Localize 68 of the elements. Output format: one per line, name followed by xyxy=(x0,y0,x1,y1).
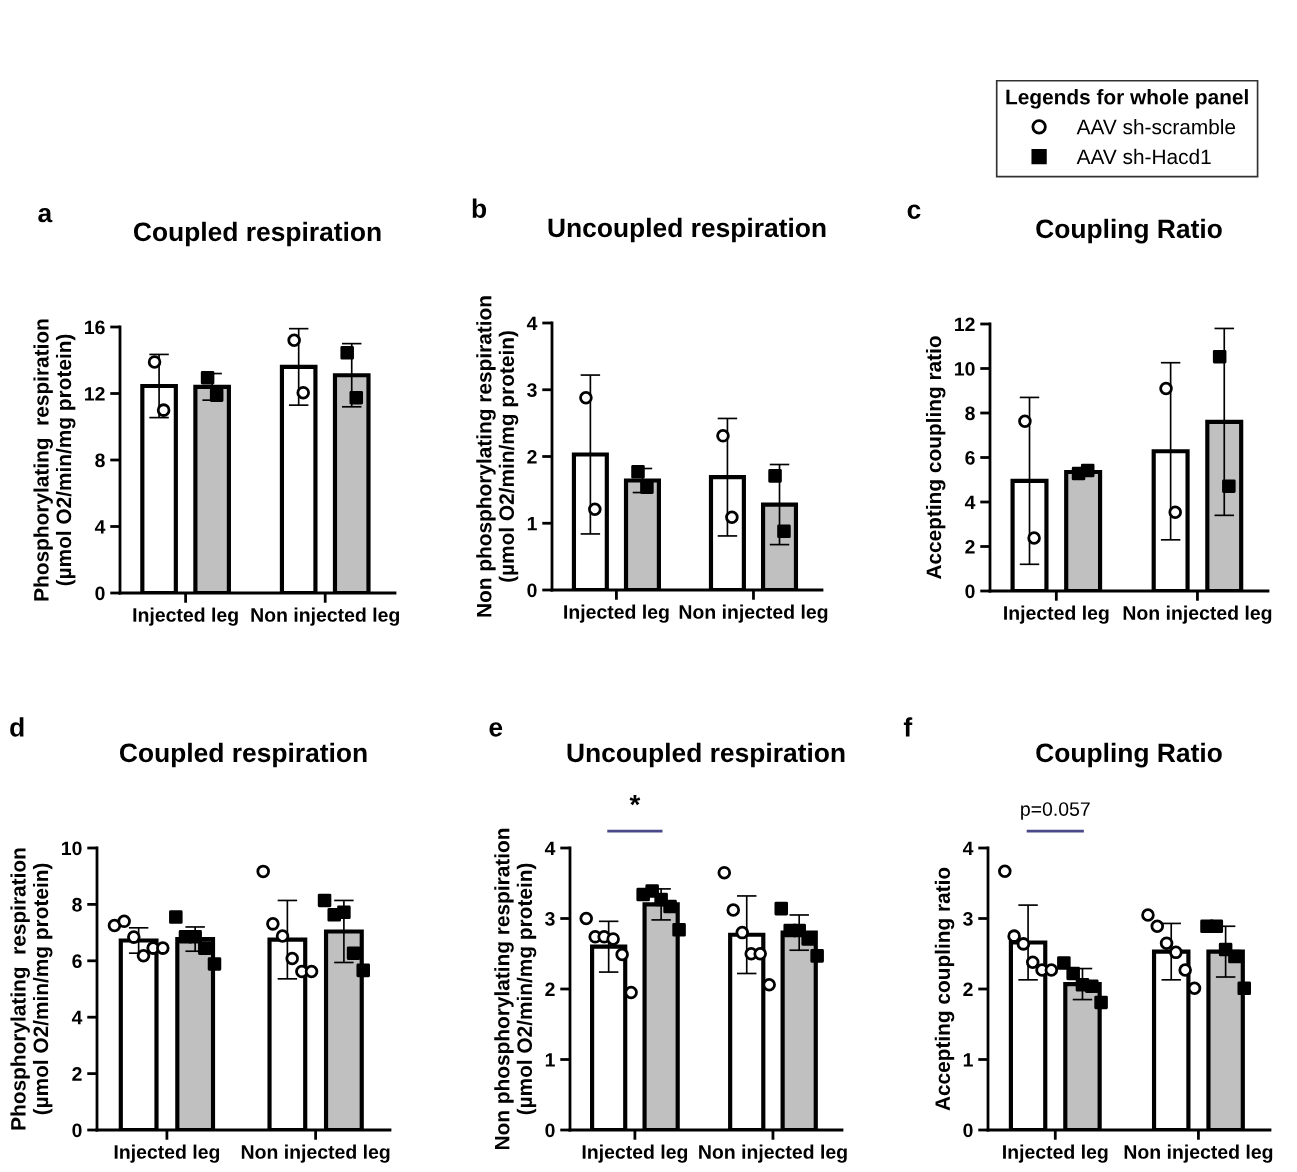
y-tick-label: 3 xyxy=(545,911,555,926)
y-tick-label: 4 xyxy=(526,316,538,331)
y-tick-label: 12 xyxy=(955,317,975,332)
y-tick-label: 16 xyxy=(85,320,105,335)
chart-subtitle: a xyxy=(38,207,53,223)
x-tick-label: Injected leg xyxy=(133,607,238,626)
y-tick-label: 4 xyxy=(544,841,556,856)
y-tick-label: 2 xyxy=(963,982,973,997)
y-tick-label: 10 xyxy=(62,841,82,856)
y-tick-label: 8 xyxy=(72,897,82,912)
chart-title: Coupling Ratio xyxy=(1036,218,1222,244)
y-tick-label: 4 xyxy=(71,1010,83,1025)
y-tick-label: 4 xyxy=(962,841,974,856)
y-tick-label: 2 xyxy=(545,982,555,997)
y-axis-title: Phosphorylating respiration (µmol O2/min/mg protein) xyxy=(33,319,76,601)
legend-title: Legends for whole panel xyxy=(1006,89,1248,109)
y-tick-label: 1 xyxy=(963,1053,973,1067)
y-tick-label: 0 xyxy=(527,583,537,598)
y-tick-label: 8 xyxy=(95,453,105,468)
y-tick-label: 12 xyxy=(85,386,105,401)
y-tick-label: 0 xyxy=(72,1123,82,1138)
y-tick-label: 3 xyxy=(963,911,973,926)
x-tick-label: Non injected leg xyxy=(1123,605,1272,624)
y-tick-label: 0 xyxy=(545,1123,555,1138)
chart-subtitle: d xyxy=(10,717,24,737)
x-tick-label: Injected leg xyxy=(114,1144,220,1163)
x-tick-label: Injected leg xyxy=(1004,605,1109,624)
x-tick-label: Non injected leg xyxy=(241,1144,390,1163)
y-tick-label: 2 xyxy=(965,539,975,554)
y-axis-title: Phosphorylating respiration (µmol O2/min/mg protein) xyxy=(10,848,53,1130)
chart-title: Uncoupled respiration xyxy=(548,217,826,243)
chart-title: Coupled respiration xyxy=(119,742,367,768)
chart-subtitle: b xyxy=(472,198,487,218)
y-tick-label: 4 xyxy=(94,520,106,534)
x-tick-label: Injected leg xyxy=(582,1144,688,1163)
chart-title: Coupling Ratio xyxy=(1036,742,1222,768)
text: * xyxy=(629,794,641,806)
y-tick-label: 0 xyxy=(965,584,975,599)
y-axis-title: Non phosphorylating respiration (µmol O2/min/mg protein) xyxy=(494,828,537,1150)
y-tick-label: 8 xyxy=(965,406,975,421)
y-tick-label: 3 xyxy=(527,383,537,398)
x-tick-label: Injected leg xyxy=(564,604,669,623)
x-tick-label: Non injected leg xyxy=(251,607,399,626)
chart-title: Uncoupled respiration xyxy=(567,742,845,768)
y-tick-label: 2 xyxy=(527,449,537,464)
x-tick-label: Non injected leg xyxy=(1124,1144,1273,1163)
legend-label: AAV sh-scramble xyxy=(1076,119,1236,135)
y-axis-title: Accepting coupling ratio xyxy=(925,336,946,580)
chart-subtitle: c xyxy=(907,204,921,219)
y-tick-label: 1 xyxy=(527,516,537,531)
chart-subtitle: e xyxy=(489,722,503,737)
x-tick-label: Non injected leg xyxy=(679,604,828,623)
y-tick-label: 0 xyxy=(95,586,105,601)
chart-subtitle: f xyxy=(903,717,913,737)
text: p=0.057 xyxy=(1021,802,1090,820)
y-tick-label: 6 xyxy=(965,450,975,465)
y-tick-label: 10 xyxy=(955,361,975,376)
y-tick-label: 4 xyxy=(964,495,976,510)
legend-label: AAV sh-Hacd1 xyxy=(1076,148,1211,165)
y-tick-label: 2 xyxy=(72,1067,82,1081)
y-tick-label: 6 xyxy=(72,954,82,969)
y-tick-label: 1 xyxy=(545,1053,555,1067)
x-tick-label: Non injected leg xyxy=(699,1144,847,1163)
y-tick-label: 0 xyxy=(963,1123,973,1138)
chart-title: Coupled respiration xyxy=(133,221,381,247)
x-tick-label: Injected leg xyxy=(1003,1144,1108,1163)
y-axis-title: Accepting coupling ratio xyxy=(934,867,955,1111)
y-axis-title: Non phosphorylating respiration (µmol O2/min/mg protein) xyxy=(476,296,519,617)
